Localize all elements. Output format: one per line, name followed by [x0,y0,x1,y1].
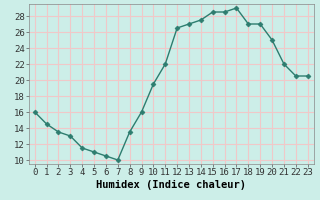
X-axis label: Humidex (Indice chaleur): Humidex (Indice chaleur) [96,180,246,190]
